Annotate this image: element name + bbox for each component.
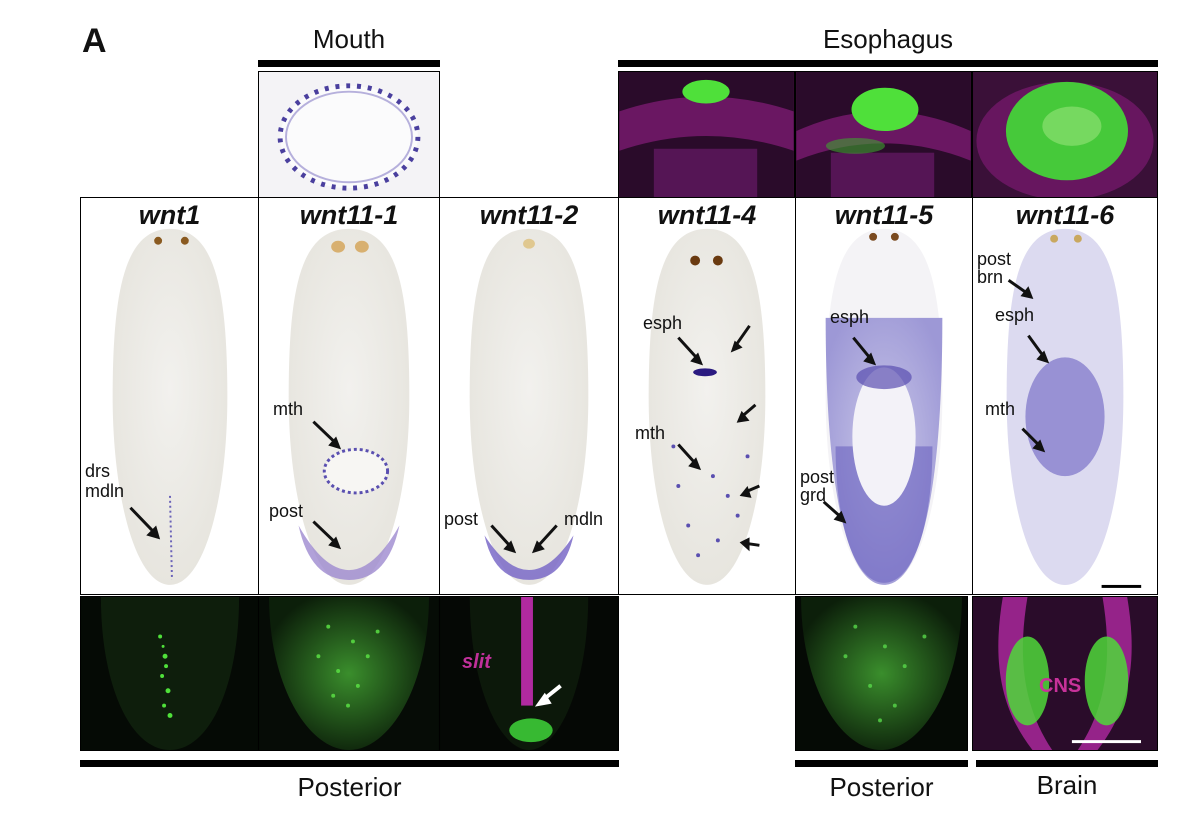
esophagus-header: Esophagus xyxy=(822,24,954,54)
label-esph: esph xyxy=(995,305,1035,325)
label-grd: grd xyxy=(800,485,827,505)
label-mdln: mdln xyxy=(85,481,125,501)
cns-label: CNS xyxy=(1039,675,1082,697)
panel-wnt11-1: wnt11-1 mth post xyxy=(258,197,440,595)
brain-inset-wnt11-6: CNS xyxy=(972,596,1158,751)
gene-label-wnt11-5: wnt11-5 xyxy=(834,200,934,230)
posterior-inset-wnt11-1 xyxy=(258,596,440,751)
label-post: post xyxy=(977,249,1012,269)
label-mth: mth xyxy=(273,399,304,419)
panel-wnt11-2: wnt11-2 post mdln xyxy=(439,197,619,595)
esophagus-bar xyxy=(618,60,1158,67)
posterior-right-bar xyxy=(795,760,968,767)
label-esph: esph xyxy=(830,307,870,327)
gene-label-wnt11-1: wnt11-1 xyxy=(299,200,399,230)
label-post: post xyxy=(444,509,479,529)
posterior-left-bar xyxy=(80,760,619,767)
esophagus-inset-1 xyxy=(618,71,795,198)
slit-label: slit xyxy=(462,651,491,673)
label-esph: esph xyxy=(643,313,683,333)
posterior-inset-wnt11-2: slit xyxy=(439,596,619,751)
panel-wnt1: wnt1 drs mdln xyxy=(80,197,259,595)
label-mdln: mdln xyxy=(564,509,604,529)
esophagus-inset-2 xyxy=(795,71,972,198)
label-mth: mth xyxy=(985,399,1016,419)
gene-label-wnt1: wnt1 xyxy=(138,200,201,230)
label-brn: brn xyxy=(977,267,1004,287)
brain-bar xyxy=(976,760,1158,767)
panel-wnt11-6: wnt11-6 post brn esph mth xyxy=(972,197,1158,595)
label-post: post xyxy=(269,501,304,521)
brain-label: Brain xyxy=(1036,770,1098,800)
label-post: post xyxy=(800,467,835,487)
label-mth: mth xyxy=(635,423,666,443)
esophagus-inset-3 xyxy=(972,71,1158,198)
panel-letter: A xyxy=(82,22,107,60)
posterior-inset-wnt11-5 xyxy=(795,596,968,751)
mouth-header: Mouth xyxy=(312,24,386,54)
panel-wnt11-4: wnt11-4 esph mth xyxy=(618,197,796,595)
posterior-left-label: Posterior xyxy=(297,772,402,802)
gene-label-wnt11-2: wnt11-2 xyxy=(479,200,579,230)
posterior-inset-wnt1 xyxy=(80,596,259,751)
gene-label-wnt11-4: wnt11-4 xyxy=(657,200,757,230)
label-drs: drs xyxy=(85,461,111,481)
mouth-bar xyxy=(258,60,440,67)
mouth-inset xyxy=(258,71,440,198)
panel-wnt11-5: wnt11-5 esph post grd xyxy=(795,197,973,595)
posterior-right-label: Posterior xyxy=(829,772,934,802)
gene-label-wnt11-6: wnt11-6 xyxy=(1015,200,1115,230)
